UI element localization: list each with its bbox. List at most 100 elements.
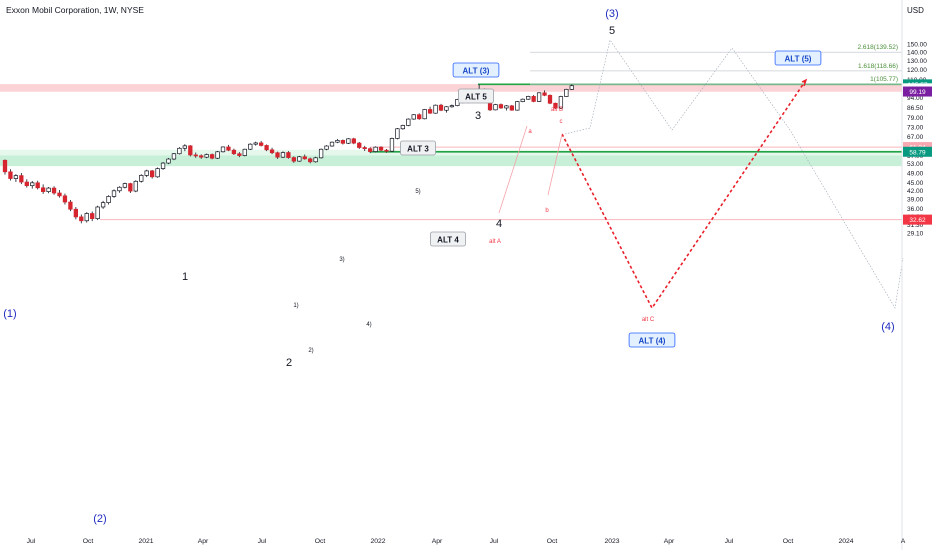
candle [139,174,144,183]
candle-body [411,114,416,120]
candle [62,193,68,205]
candle [40,184,46,194]
candle-body [438,104,444,111]
candle-body [493,104,498,111]
wave-label: (3) [605,8,618,20]
candle-body [536,92,542,102]
candle-body [564,88,569,97]
candle-body [220,146,226,153]
candle [444,106,449,113]
x-tick-label: Oct [83,538,94,545]
candle [57,189,62,198]
candle [531,94,536,103]
candle-body [13,175,19,179]
candle [357,142,362,149]
candle [417,113,422,120]
wave-label: alt A [489,239,501,245]
candle [231,148,237,155]
candle [84,212,89,223]
candle [144,169,149,178]
alt-box-label: ALT (3) [452,62,500,78]
candle-body [155,168,160,178]
alt-box-label: ALT 4 [430,231,466,247]
wave-label: 1) [293,303,298,309]
price-tag-text: 32.62 [909,217,926,224]
candle [237,152,242,158]
candle [155,167,160,178]
alt-box [452,62,500,78]
price-tag-text: 58.79 [909,149,926,156]
candle [449,104,455,108]
candle-body [51,187,57,194]
candle-body [62,195,68,203]
candle-body [199,155,204,158]
price-tag-bg [903,146,932,157]
candle-body [515,101,520,111]
alt-box [400,140,436,156]
candle-body [8,171,13,179]
candle [275,151,280,159]
candle-body [422,109,427,120]
candle [297,155,302,162]
y-tick-label: 94.00 [907,95,924,102]
candle [226,144,231,152]
x-tick-label: Oct [783,538,794,545]
alt-projection-path [561,79,807,310]
x-tick-label: A [901,538,906,545]
candle-body [237,153,242,156]
price-tag-text: 99.19 [909,89,926,96]
candle [329,141,335,147]
candle [542,90,547,97]
candle [558,95,564,109]
candle-body [166,158,171,164]
candle-body [204,154,209,158]
candle [438,103,444,112]
x-tick-label: 2023 [604,538,619,545]
alt-box-label: ALT 5 [458,88,494,104]
candle-body [362,147,367,150]
y-tick-label: 31.30 [907,222,924,229]
candle [564,88,569,97]
candle-body [182,145,188,149]
candle [269,147,275,155]
candle-body [302,156,307,160]
y-tick-label: 36.00 [907,206,924,213]
wave-projection-path [564,39,904,309]
candle-body [253,142,258,145]
x-tick-label: 2021 [138,538,153,545]
candle-body [171,153,177,160]
alt-box-text: ALT 4 [437,236,459,245]
zone-supply [0,84,902,92]
x-tick-label: 2022 [370,538,385,545]
candle-body [378,146,384,151]
y-tick-label: 29.10 [907,230,924,237]
candle [302,154,307,160]
x-tick-label: Oct [315,538,326,545]
y-tick-label: 150.00 [907,41,927,48]
wave-label: b [545,208,549,214]
price-axis[interactable]: 29.1031.3033.5036.0039.0042.0045.0049.00… [901,0,932,550]
candle [24,179,29,188]
candle-body [558,96,564,109]
candle [242,148,247,157]
candle-body [84,213,89,222]
candle [509,104,514,111]
chart-title: Exxon Mobil Corporation, 1W, NYSE [6,5,144,15]
candle [177,147,182,155]
wave-label: (4) [881,321,894,333]
candle [248,143,253,151]
correction-line [498,125,528,214]
alt-box-text: ALT 3 [407,145,429,154]
wave-label: 5 [609,25,615,37]
candle [182,144,188,152]
candle [100,200,106,209]
candle-body [242,148,247,156]
time-axis[interactable]: Jul Oct 2021 Apr Jul Oct 2022 Apr Jul Oct 2023 Apr J… [27,538,906,545]
wave-labels: (1) (2) (3) (4) 1 2 3 4 5 1) 2) 3) 4) 5) a b c alt A alt B… [3,8,894,525]
y-tick-label: 39.00 [907,197,924,204]
candle-body [46,187,51,192]
y-tick-label: 49.00 [907,170,924,177]
candle [30,181,35,189]
x-tick-label: Jul [258,538,267,545]
